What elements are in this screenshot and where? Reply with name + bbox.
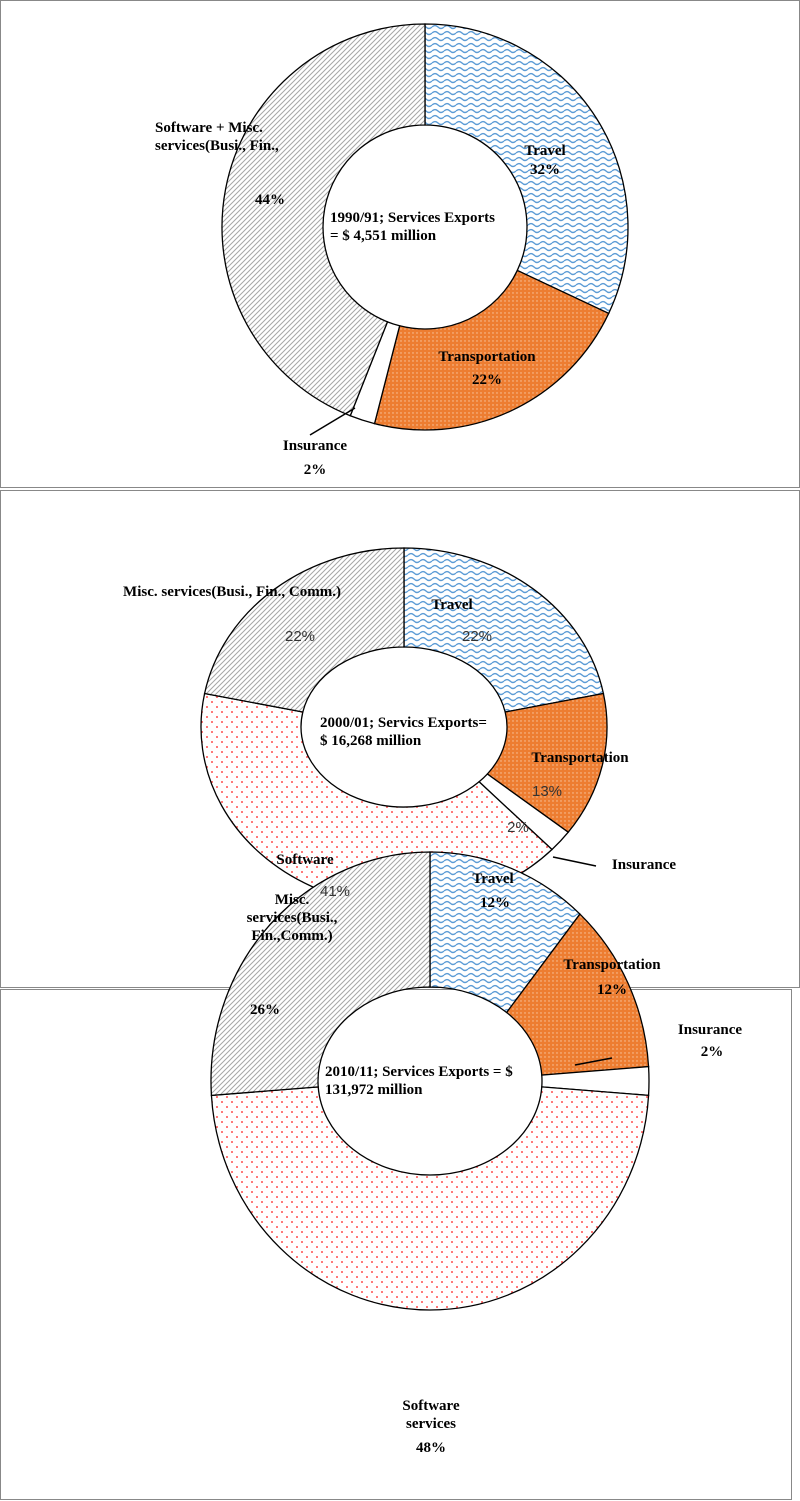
slice-label: Transportation [531, 750, 629, 766]
leader-line [309, 407, 356, 436]
leader-line [574, 1057, 613, 1066]
value-label: 12% [480, 895, 510, 911]
value-label: 32% [530, 162, 560, 178]
donut-slice [403, 547, 605, 713]
value-label: 22% [461, 628, 493, 645]
slice-label: Software services [402, 1398, 460, 1432]
value-label: 12% [597, 982, 627, 998]
donut-slice [221, 23, 426, 417]
slice-label: Software + Misc. services(Busi., Fin., [155, 120, 279, 154]
slice-label: Travel [431, 597, 473, 613]
slice-label: Insurance [282, 438, 348, 454]
value-label: 22% [284, 628, 316, 645]
center-label: 2010/11; Services Exports = $ 131,972 mi… [325, 1064, 513, 1098]
slice-label: Insurance [677, 1022, 743, 1038]
donut-slice [424, 23, 629, 315]
slice-label: Travel [472, 871, 514, 887]
center-label: 1990/91; Services Exports = $ 4,551 mill… [330, 210, 495, 244]
value-label: 48% [416, 1440, 446, 1456]
center-label: 2000/01; Servics Exports= $ 16,268 milli… [320, 715, 487, 749]
slice-label: Software [276, 852, 334, 868]
value-label: 26% [250, 1002, 280, 1018]
slice-label: Transportation [563, 957, 661, 973]
donut-slice [210, 851, 431, 1097]
value-label: 13% [531, 783, 563, 800]
slice-label: Transportation [438, 349, 536, 365]
value-label: 2% [303, 462, 327, 478]
value-label: 2% [700, 1044, 724, 1060]
value-label: 22% [472, 372, 502, 388]
slice-label: Travel [524, 143, 566, 159]
donut-slice [210, 1086, 650, 1311]
leader-line [552, 856, 597, 867]
donut-slice [203, 547, 405, 713]
slice-label: Misc. services(Busi., Fin.,Comm.) [246, 892, 338, 944]
slice-label: Insurance [611, 857, 677, 873]
donut-slice [373, 269, 610, 431]
slice-label: Misc. services(Busi., Fin., Comm.) [123, 584, 341, 600]
value-label: 41% [319, 883, 351, 900]
value-label: 44% [255, 192, 285, 208]
value-label: 2% [507, 819, 529, 836]
